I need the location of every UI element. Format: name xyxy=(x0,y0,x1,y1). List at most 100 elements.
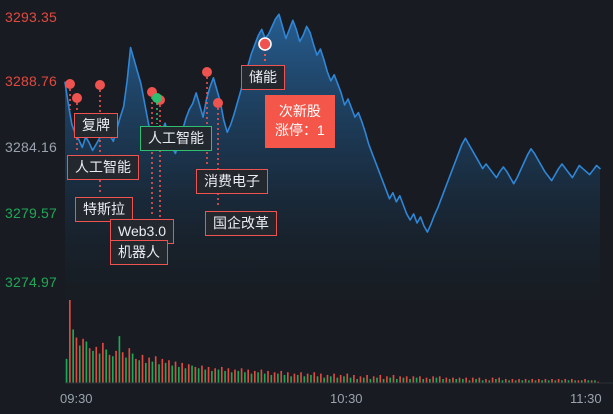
volume-bar xyxy=(214,368,216,383)
event-marker-dot[interactable] xyxy=(95,80,105,90)
annotation-tag-soe-reform[interactable]: 国企改革 xyxy=(205,211,277,236)
volume-bar xyxy=(389,377,392,383)
volume-bar xyxy=(343,376,345,383)
event-marker-dot[interactable] xyxy=(65,79,75,89)
volume-bar xyxy=(250,373,253,383)
volume-bar xyxy=(171,365,174,383)
event-marker-dot[interactable] xyxy=(152,93,162,103)
volume-bar xyxy=(92,350,94,383)
volume-bar xyxy=(207,366,210,383)
volume-bar xyxy=(468,380,471,383)
volume-bar xyxy=(554,380,557,383)
volume-bar xyxy=(481,380,484,383)
y-axis-tick-2: 3284.16 xyxy=(5,139,58,155)
volume-bar xyxy=(475,378,477,383)
volume-bar xyxy=(88,348,91,383)
volume-bar xyxy=(395,378,398,383)
volume-bar xyxy=(379,374,382,383)
y-axis-tick-0: 3293.35 xyxy=(5,9,58,25)
event-marker-dot[interactable] xyxy=(258,37,272,51)
volume-bar xyxy=(590,380,593,383)
volume-bar xyxy=(303,376,306,383)
tooltip-new-stock-limitup: 次新股 涨停：1 xyxy=(265,95,335,148)
tooltip-line-2: 涨停：1 xyxy=(275,122,325,138)
volume-bar xyxy=(362,377,365,383)
volume-bar xyxy=(528,380,530,383)
volume-bar xyxy=(571,378,573,383)
volume-bar xyxy=(534,380,537,383)
volume-bar xyxy=(346,373,349,383)
y-axis-tick-3: 3279.57 xyxy=(5,205,58,221)
volume-bar xyxy=(230,372,233,383)
x-axis-tick-1: 10:30 xyxy=(330,391,363,406)
volume-bar xyxy=(105,349,108,383)
volume-bar xyxy=(300,372,302,383)
volume-bar xyxy=(138,360,141,383)
volume-bar xyxy=(587,380,590,383)
event-marker-dot[interactable] xyxy=(202,67,212,77)
volume-bar xyxy=(445,377,448,383)
volume-bar xyxy=(329,376,332,383)
annotation-tag-tesla[interactable]: 特斯拉 xyxy=(75,197,133,222)
volume-bar xyxy=(270,374,273,383)
volume-bar xyxy=(541,380,543,383)
volume-bar xyxy=(584,378,586,383)
annotation-tag-ai-1[interactable]: 人工智能 xyxy=(67,155,139,180)
volume-bar xyxy=(102,342,104,383)
event-marker-dot[interactable] xyxy=(213,98,223,108)
volume-bar xyxy=(478,377,481,383)
volume-bar xyxy=(273,372,276,383)
volume-bar xyxy=(514,380,517,383)
volume-bar xyxy=(531,378,534,383)
volume-bar xyxy=(184,368,187,383)
annotation-tag-ai-2[interactable]: 人工智能 xyxy=(140,126,212,151)
volume-bar xyxy=(508,380,510,383)
volume-bar xyxy=(135,358,137,383)
volume-bar xyxy=(234,369,236,383)
volume-bar xyxy=(574,380,576,383)
volume-bar xyxy=(432,376,434,383)
volume-bar xyxy=(75,337,78,383)
volume-bar xyxy=(495,378,497,383)
volume-bar xyxy=(382,378,385,383)
volume-bar xyxy=(263,373,266,383)
volume-bar xyxy=(366,374,368,383)
volume-bar xyxy=(448,378,451,383)
tooltip-line-1: 次新股 xyxy=(278,103,321,119)
volume-bar xyxy=(429,378,431,383)
volume-bar xyxy=(211,370,213,383)
annotation-tag-storage[interactable]: 储能 xyxy=(241,65,285,90)
volume-bar xyxy=(465,377,467,383)
volume-bar xyxy=(72,329,74,383)
annotation-tag-fupai[interactable]: 复牌 xyxy=(74,113,118,138)
volume-bar xyxy=(353,374,355,383)
volume-bar xyxy=(220,366,223,383)
volume-bar xyxy=(498,377,500,383)
annotation-tag-robot[interactable]: 机器人 xyxy=(110,240,168,265)
volume-bar xyxy=(257,372,259,383)
volume-bar xyxy=(333,373,335,383)
volume-bar xyxy=(253,370,256,383)
annotation-tag-consumer[interactable]: 消费电子 xyxy=(196,169,268,194)
volume-bar xyxy=(158,364,160,383)
event-marker-dot[interactable] xyxy=(72,93,82,103)
volume-bar xyxy=(561,380,563,383)
volume-bar xyxy=(217,369,220,383)
volume-bar xyxy=(369,378,372,383)
volume-bar xyxy=(557,378,560,383)
volume-bar xyxy=(115,350,117,383)
volume-bar xyxy=(65,358,68,383)
volume-bar xyxy=(204,369,207,383)
volume-bar xyxy=(194,366,197,383)
volume-bar xyxy=(267,370,269,383)
volume-bar xyxy=(425,377,428,383)
volume-bar xyxy=(277,373,279,383)
volume-bar xyxy=(386,376,388,383)
volume-bar xyxy=(247,369,250,383)
event-markers xyxy=(65,37,272,238)
volume-bar xyxy=(402,377,405,383)
volume-bar xyxy=(399,376,401,383)
volume-bar xyxy=(69,300,71,383)
volume-bar xyxy=(442,378,444,383)
